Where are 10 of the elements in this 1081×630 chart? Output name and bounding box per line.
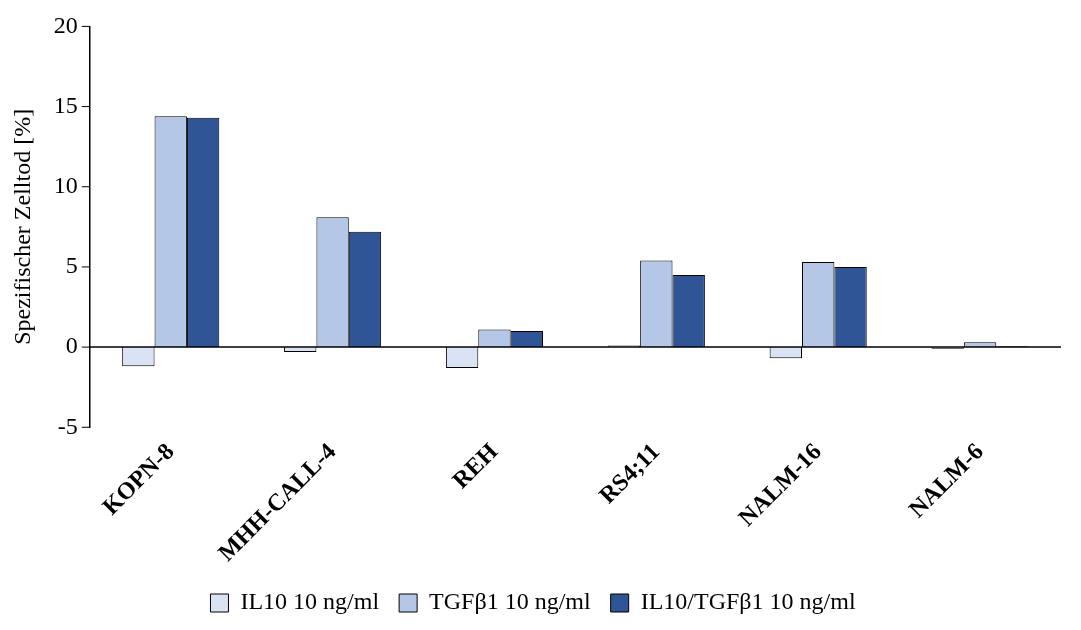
y-tick-label: 5 bbox=[65, 252, 78, 279]
legend-label: IL10 10 ng/ml bbox=[240, 588, 380, 615]
y-tick-label: 0 bbox=[65, 332, 78, 359]
legend-label: IL10/TGFβ1 10 ng/ml bbox=[640, 588, 856, 615]
y-tick-label: 15 bbox=[53, 91, 78, 118]
legend-label: TGFβ1 10 ng/ml bbox=[429, 588, 591, 615]
y-axis-title: Spezifischer Zelltod [%] bbox=[8, 108, 35, 345]
y-tick-label: 10 bbox=[53, 172, 78, 199]
y-tick-label: -5 bbox=[57, 412, 78, 439]
y-tick-label: 20 bbox=[53, 11, 78, 38]
